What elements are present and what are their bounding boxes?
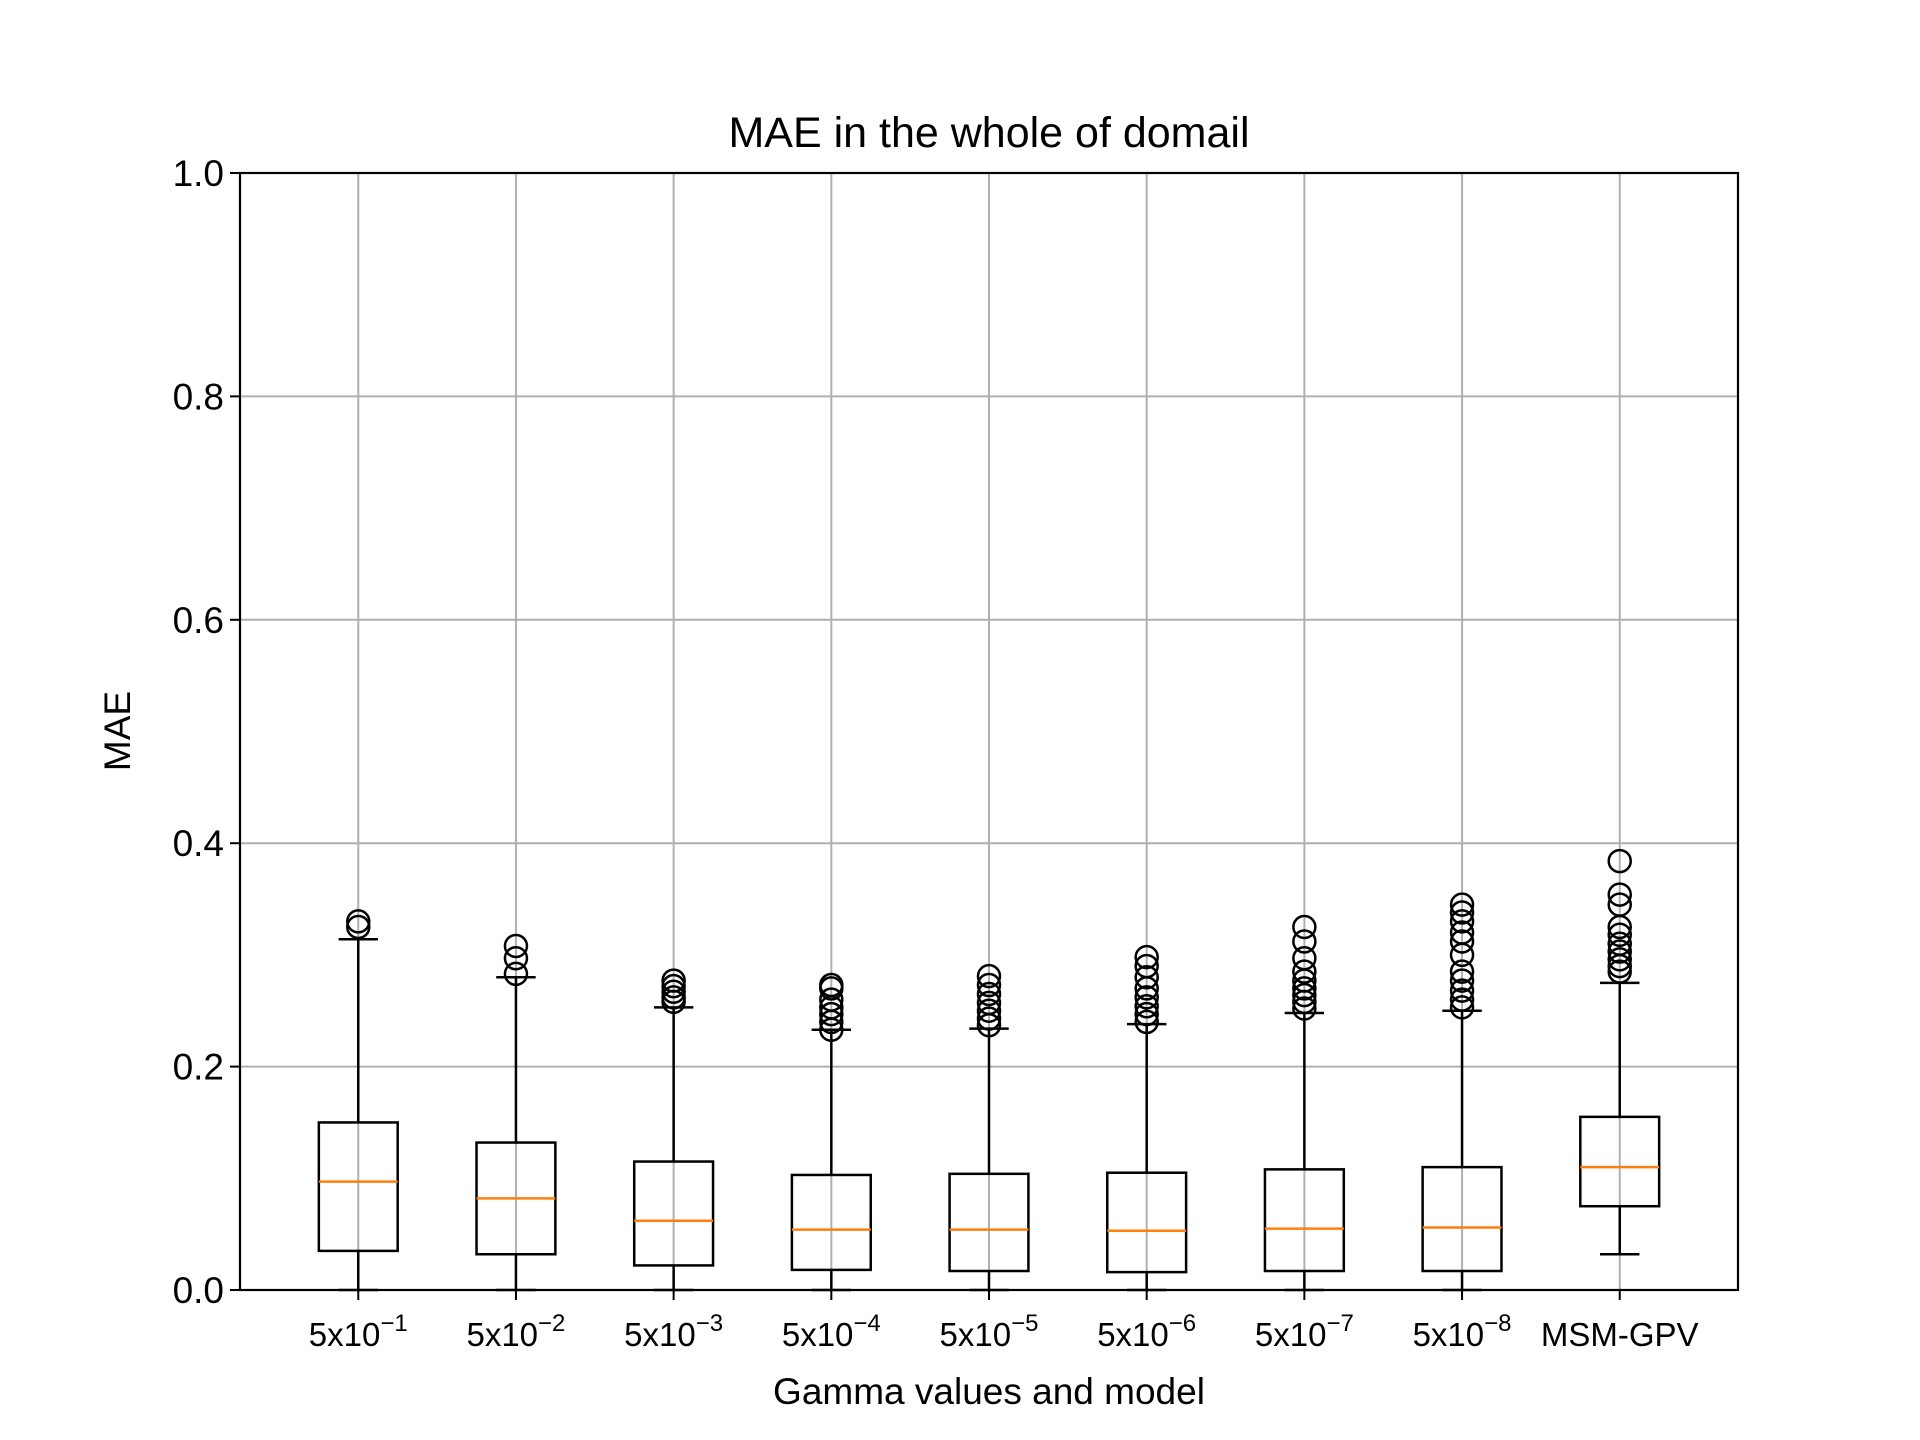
iqr-box — [948, 1172, 1030, 1273]
x-tick-label: 5x10−4 — [782, 1310, 881, 1353]
box-group — [475, 933, 557, 1292]
outlier-point — [819, 972, 844, 998]
outlier-point — [1449, 978, 1475, 1003]
iqr-box — [1263, 1168, 1346, 1273]
y-tick-label: 0.0 — [173, 1270, 224, 1311]
outlier-point — [1449, 929, 1475, 954]
outlier-point — [1134, 994, 1159, 1019]
box-series — [317, 848, 1661, 1292]
outlier-point — [661, 985, 686, 1010]
outlier-point — [1607, 931, 1632, 956]
outlier-point — [1292, 946, 1317, 971]
outlier-point — [1607, 959, 1632, 984]
iqr-box — [1106, 1171, 1188, 1274]
outlier-point — [976, 990, 1002, 1016]
box-group — [1106, 944, 1188, 1292]
x-tick-label: 5x10−3 — [624, 1310, 723, 1353]
outlier-point — [661, 979, 686, 1005]
outlier-point — [1134, 1001, 1159, 1027]
outlier-point — [1607, 882, 1632, 907]
outlier-point — [976, 963, 1002, 989]
outlier-point — [346, 914, 371, 940]
outlier-point — [819, 987, 844, 1012]
outlier-point — [1449, 968, 1475, 993]
outlier-point — [503, 933, 529, 959]
outlier-point — [503, 961, 529, 987]
outlier-point — [1607, 922, 1632, 948]
outlier-point — [976, 981, 1002, 1007]
outlier-point — [1607, 848, 1632, 874]
outlier-point — [976, 972, 1002, 998]
x-axis: 5x10−1 5x10−2 5x10−3 5x10−4 5x10−5 5x10−6 5x10… — [309, 1290, 1699, 1353]
outlier-point — [1449, 920, 1475, 945]
x-tick-label: 5x10−8 — [1413, 1310, 1512, 1353]
chart-title: MAE in the whole of domail — [728, 109, 1249, 157]
box-group — [1263, 914, 1346, 1292]
y-tick-label: 0.4 — [173, 823, 224, 864]
box-group — [948, 963, 1030, 1292]
outlier-point — [1134, 985, 1159, 1010]
outlier-point — [1449, 900, 1475, 925]
outlier-point — [1449, 959, 1475, 984]
box-group — [1579, 848, 1661, 1256]
outlier-point — [1134, 964, 1159, 990]
outlier-point — [976, 998, 1002, 1023]
outlier-point — [1134, 944, 1159, 970]
x-tick-label: MSM-GPV — [1541, 1316, 1699, 1353]
outlier-point — [346, 909, 371, 934]
outlier-point — [819, 1001, 844, 1027]
iqr-box — [632, 1160, 715, 1267]
outlier-point — [1449, 909, 1475, 934]
y-tick-label: 1.0 — [173, 153, 224, 194]
outlier-point — [1292, 959, 1317, 984]
box-group — [1421, 892, 1503, 1292]
outlier-point — [1292, 914, 1317, 940]
iqr-box — [790, 1173, 872, 1272]
outlier-point — [503, 946, 529, 971]
x-axis-label: Gamma values and model — [773, 1371, 1205, 1412]
x-tick-label: 5x10−2 — [466, 1310, 565, 1353]
x-tick-label: 5x10−6 — [1097, 1310, 1196, 1353]
y-axis: 0.0 0.2 0.4 0.6 0.8 1.0 — [173, 153, 240, 1311]
outlier-point — [661, 973, 686, 999]
outlier-point — [1607, 939, 1632, 964]
iqr-box — [1579, 1115, 1661, 1208]
iqr-box — [1421, 1165, 1503, 1273]
outlier-point — [1607, 947, 1632, 972]
x-tick-label: 5x10−1 — [309, 1310, 408, 1353]
outlier-point — [1449, 995, 1475, 1020]
outlier-point — [1292, 996, 1317, 1021]
outlier-point — [1292, 982, 1317, 1008]
outlier-point — [976, 1006, 1002, 1031]
outlier-point — [1134, 1009, 1159, 1035]
x-tick-label: 5x10−5 — [940, 1310, 1039, 1353]
y-axis-label: MAE — [97, 691, 138, 771]
outlier-point — [1134, 953, 1159, 979]
outlier-point — [1607, 892, 1632, 917]
y-tick-label: 0.6 — [173, 600, 224, 641]
outlier-point — [1292, 976, 1317, 1001]
iqr-box — [317, 1121, 399, 1253]
y-tick-label: 0.8 — [173, 376, 224, 417]
outlier-point — [1292, 929, 1317, 954]
outlier-point — [661, 968, 686, 993]
outlier-point — [1449, 892, 1475, 917]
outlier-point — [1449, 987, 1475, 1012]
x-tick-label: 5x10−7 — [1255, 1310, 1354, 1353]
y-tick-label: 0.2 — [173, 1047, 224, 1088]
